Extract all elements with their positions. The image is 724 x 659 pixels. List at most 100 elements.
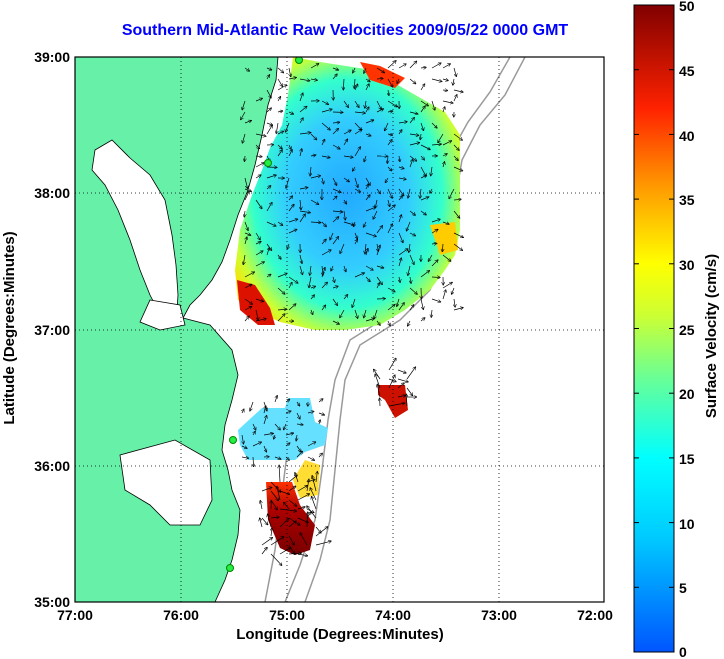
- velocity-vector: [297, 486, 307, 492]
- velocity-vector: [387, 166, 392, 171]
- velocity-vector: [289, 144, 291, 149]
- velocity-vector: [274, 457, 281, 459]
- velocity-vector: [288, 544, 295, 554]
- velocity-vector: [266, 89, 271, 98]
- velocity-vector: [449, 188, 455, 199]
- velocity-vector: [250, 401, 254, 411]
- velocity-vector: [365, 207, 376, 212]
- velocity-vector: [277, 150, 282, 157]
- velocity-vector: [241, 457, 248, 458]
- velocity-vector: [431, 277, 440, 278]
- velocity-vector: [321, 250, 331, 256]
- velocity-vector: [442, 141, 451, 146]
- velocity-vector: [242, 133, 246, 143]
- velocity-vector: [343, 221, 354, 225]
- velocity-vector: [354, 78, 355, 88]
- velocity-vector: [255, 175, 261, 179]
- velocity-vector: [387, 100, 397, 107]
- velocity-vector: [332, 320, 339, 324]
- x-tick-label: 77:00: [57, 607, 93, 623]
- velocity-vector: [244, 121, 251, 124]
- velocity-vector: [288, 229, 297, 234]
- velocity-vector: [385, 177, 388, 183]
- velocity-vector: [288, 150, 292, 157]
- velocity-vector: [431, 144, 441, 145]
- velocity-vector: [263, 445, 266, 452]
- velocity-vector: [310, 176, 320, 179]
- velocity-vector: [244, 316, 249, 322]
- velocity-vector: [288, 196, 292, 201]
- velocity-vector: [307, 506, 317, 519]
- velocity-vector: [321, 122, 330, 130]
- velocity-vector: [279, 519, 289, 528]
- velocity-vector: [333, 276, 335, 282]
- velocity-vector: [310, 199, 319, 204]
- velocity-vector: [279, 490, 289, 494]
- velocity-vector: [387, 188, 392, 198]
- velocity-vector: [307, 456, 314, 460]
- velocity-vector: [409, 287, 417, 294]
- velocity-vector: [286, 177, 290, 188]
- velocity-vector: [376, 226, 382, 234]
- velocity-vector: [279, 508, 297, 511]
- x-tick-label: 76:00: [163, 607, 199, 623]
- velocity-vector: [420, 166, 426, 176]
- velocity-vector: [299, 211, 310, 213]
- velocity-vector: [332, 68, 338, 70]
- velocity-vector: [310, 155, 316, 156]
- velocity-vector: [354, 147, 360, 157]
- velocity-vector: [241, 446, 247, 448]
- velocity-vector: [354, 177, 358, 187]
- velocity-vector: [321, 268, 325, 278]
- velocity-vector: [453, 133, 462, 140]
- velocity-vector: [332, 74, 337, 80]
- velocity-vector: [453, 166, 463, 171]
- velocity-vector: [288, 283, 292, 289]
- velocity-vector: [261, 487, 272, 492]
- velocity-vector: [274, 423, 280, 430]
- y-tick-label: 39:00: [34, 49, 70, 65]
- velocity-vector: [388, 375, 395, 389]
- velocity-vector: [252, 423, 256, 430]
- velocity-vector: [398, 188, 404, 196]
- velocity-vector: [261, 517, 268, 525]
- velocity-vector: [244, 221, 248, 230]
- colorbar-tick-label: 45: [679, 63, 695, 79]
- velocity-vector: [365, 265, 373, 270]
- station-marker: [226, 564, 234, 572]
- x-tick-label: 75:00: [269, 607, 305, 623]
- velocity-vector: [275, 396, 277, 403]
- velocity-vector: [286, 122, 290, 132]
- velocity-vector: [352, 298, 356, 307]
- velocity-vector: [397, 298, 400, 306]
- velocity-vector: [353, 166, 355, 171]
- velocity-vector: [376, 100, 381, 109]
- velocity-vector: [374, 309, 378, 319]
- velocity-vector: [255, 309, 258, 320]
- velocity-vector: [260, 518, 263, 528]
- velocity-vector: [452, 287, 455, 294]
- velocity-vector: [255, 144, 259, 149]
- velocity-vector: [420, 122, 424, 130]
- velocity-vector: [252, 442, 261, 447]
- velocity-vector: [312, 497, 317, 510]
- velocity-vector: [442, 243, 443, 252]
- velocity-vector: [453, 199, 461, 200]
- velocity-vector: [244, 192, 249, 201]
- velocity-vector: [270, 517, 279, 518]
- velocity-vector: [398, 130, 402, 135]
- velocity-vector: [430, 188, 432, 193]
- velocity-vector: [397, 395, 405, 397]
- velocity-vector: [431, 63, 441, 69]
- velocity-vector: [366, 249, 368, 256]
- velocity-vector: [297, 494, 309, 501]
- velocity-vector: [388, 89, 389, 95]
- velocity-vector: [442, 100, 453, 103]
- velocity-vector: [366, 184, 368, 190]
- velocity-vector: [340, 309, 345, 318]
- colorbar-tick-label: 0: [679, 644, 687, 659]
- velocity-vector: [321, 140, 325, 146]
- velocity-vector: [406, 367, 416, 380]
- velocity-vector: [431, 78, 442, 82]
- velocity-vector: [264, 406, 266, 414]
